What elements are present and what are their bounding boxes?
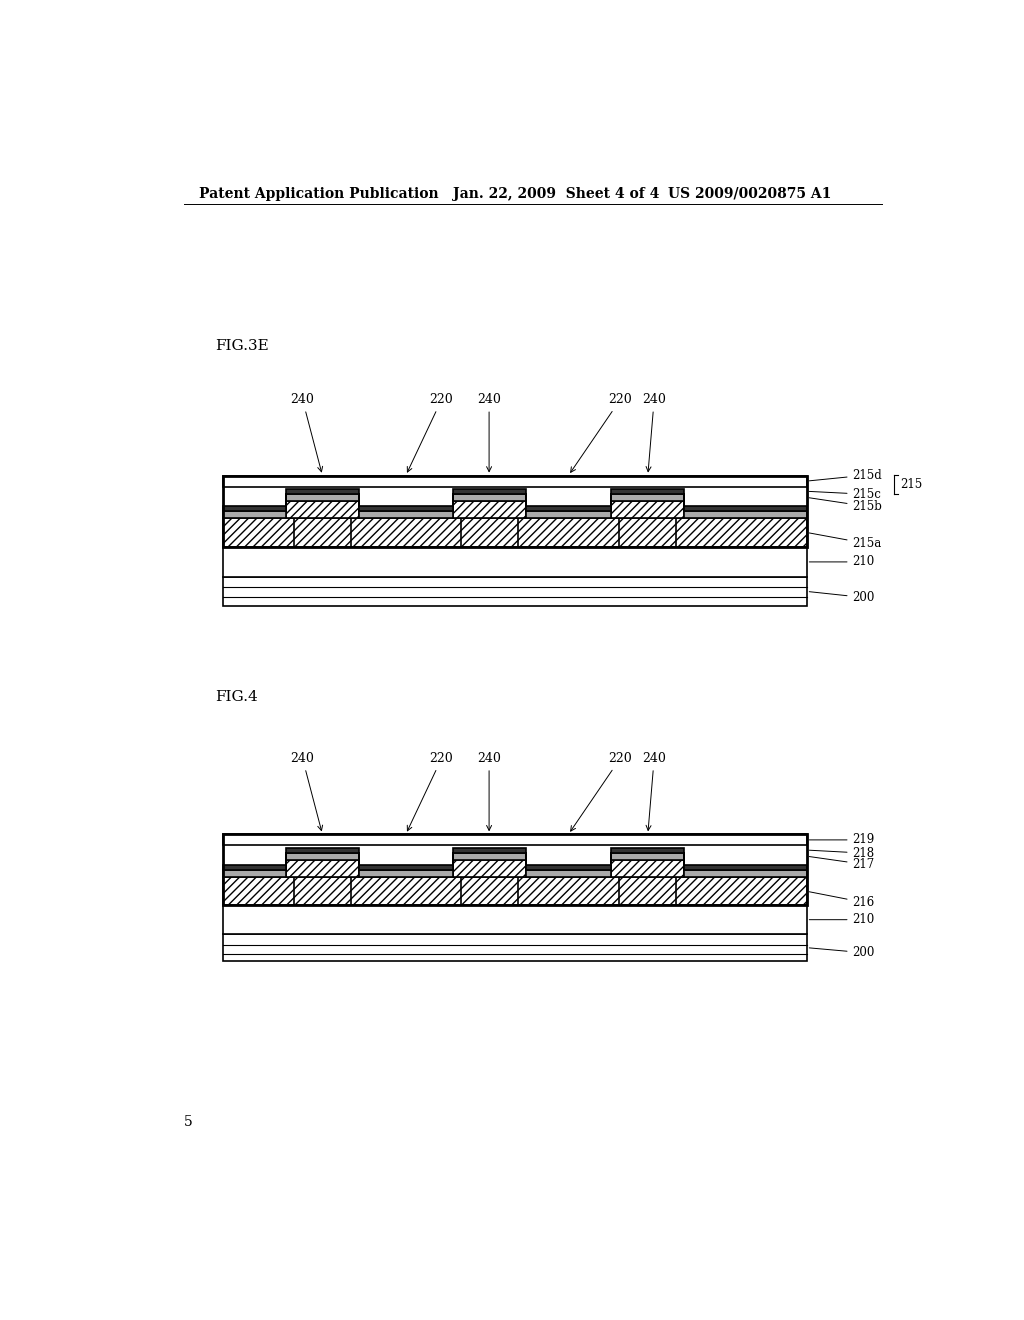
Polygon shape — [223, 494, 807, 519]
Bar — [620, 519, 677, 546]
Bar — [223, 876, 807, 906]
Text: 218: 218 — [809, 846, 874, 859]
Text: 216: 216 — [809, 892, 874, 909]
Text: 210: 210 — [809, 913, 874, 927]
Bar — [611, 500, 684, 519]
Text: 220: 220 — [408, 393, 454, 473]
Text: 240: 240 — [642, 393, 666, 471]
Text: 210: 210 — [809, 556, 874, 569]
Text: 240: 240 — [477, 752, 501, 830]
Text: 215c: 215c — [809, 488, 882, 500]
Text: 240: 240 — [642, 752, 666, 830]
Text: 240: 240 — [477, 393, 501, 471]
Text: 240: 240 — [291, 752, 323, 830]
Text: 215b: 215b — [809, 498, 883, 513]
Bar — [223, 519, 807, 546]
Bar — [286, 500, 359, 519]
Bar — [286, 859, 359, 876]
Bar — [223, 475, 807, 546]
Polygon shape — [223, 847, 807, 870]
Bar — [223, 935, 807, 961]
Text: FIG.3E: FIG.3E — [215, 339, 269, 354]
Text: Patent Application Publication: Patent Application Publication — [200, 187, 439, 201]
Text: 220: 220 — [570, 393, 632, 473]
Text: 215a: 215a — [809, 533, 882, 550]
Bar — [294, 519, 351, 546]
Text: US 2009/0020875 A1: US 2009/0020875 A1 — [668, 187, 831, 201]
Text: 5: 5 — [183, 1115, 193, 1129]
Bar — [453, 859, 525, 876]
Bar — [223, 834, 807, 846]
Bar — [453, 500, 525, 519]
Bar — [611, 859, 684, 876]
Bar — [223, 546, 807, 577]
Bar — [294, 876, 351, 906]
Text: 217: 217 — [809, 857, 874, 871]
Text: 240: 240 — [291, 393, 323, 471]
Polygon shape — [223, 488, 807, 511]
Text: 200: 200 — [809, 946, 874, 960]
Bar — [620, 876, 677, 906]
Text: 215: 215 — [900, 478, 923, 491]
Bar — [223, 834, 807, 906]
Bar — [461, 876, 518, 906]
Bar — [223, 577, 807, 606]
Bar — [223, 475, 807, 487]
Text: 215d: 215d — [809, 469, 883, 482]
Text: FIG.4: FIG.4 — [215, 690, 258, 704]
Text: 200: 200 — [809, 591, 874, 605]
Polygon shape — [223, 853, 807, 876]
Bar — [461, 519, 518, 546]
Text: Jan. 22, 2009  Sheet 4 of 4: Jan. 22, 2009 Sheet 4 of 4 — [454, 187, 659, 201]
Text: 219: 219 — [809, 833, 874, 846]
Text: 220: 220 — [408, 752, 454, 830]
Text: 220: 220 — [570, 752, 632, 832]
Bar — [223, 906, 807, 935]
